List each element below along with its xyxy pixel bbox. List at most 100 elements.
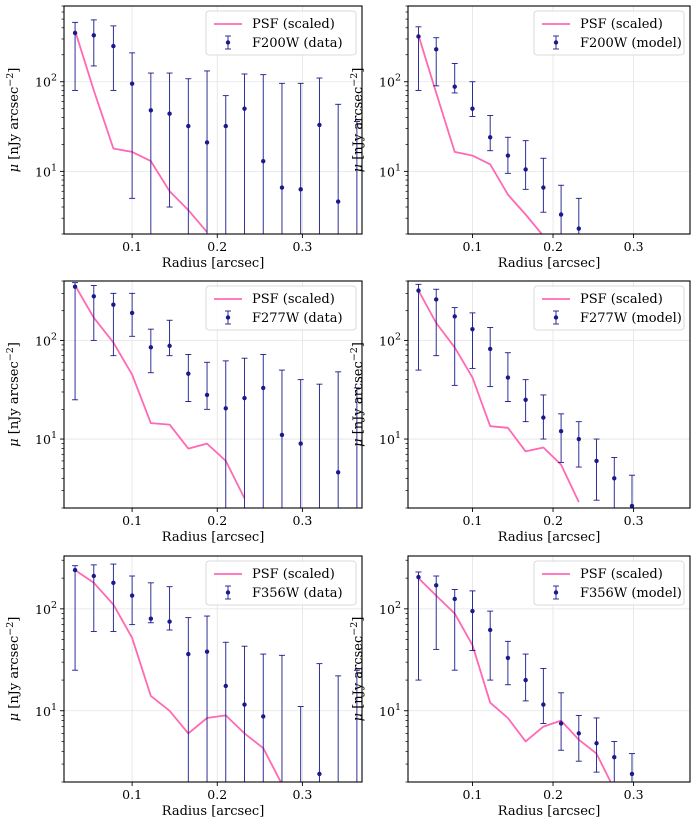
data-point bbox=[612, 755, 617, 760]
x-tick-label: 0.1 bbox=[122, 513, 142, 528]
data-point bbox=[629, 503, 635, 508]
legend-data-label: F200W (data) bbox=[252, 36, 343, 51]
legend-box bbox=[533, 285, 685, 331]
data-point bbox=[148, 108, 154, 113]
x-tick-label: 0.2 bbox=[543, 787, 563, 802]
plot-area bbox=[72, 282, 360, 508]
chart-panel: 0.1 0.2 0.3 101 102 Radius [arcsec] μ [nJy arc… bbox=[349, 5, 691, 271]
x-tick-label: 0.2 bbox=[207, 787, 227, 802]
data-point bbox=[298, 187, 303, 192]
data-point bbox=[505, 655, 511, 661]
x-axis-label: Radius [arcsec] bbox=[162, 804, 265, 819]
data-point bbox=[72, 567, 78, 573]
x-tick-label: 0.3 bbox=[292, 513, 312, 528]
legend-data-label: F200W (model) bbox=[580, 36, 682, 51]
y-tick-label: 102 bbox=[379, 331, 401, 348]
chart-panel: 0.1 0.2 0.3 101 102 Radius [arcsec] μ [nJy arc… bbox=[349, 555, 691, 819]
x-tick-label: 0.3 bbox=[292, 787, 312, 802]
x-axis-label: Radius [arcsec] bbox=[498, 256, 601, 271]
x-tick-label: 0.2 bbox=[543, 239, 563, 254]
x-axis-label: Radius [arcsec] bbox=[162, 530, 265, 545]
y-tick-label: 101 bbox=[35, 162, 57, 179]
data-point bbox=[416, 574, 421, 580]
data-point bbox=[629, 771, 635, 777]
data-point bbox=[111, 580, 116, 586]
legend-data-label: F277W (data) bbox=[252, 311, 343, 326]
x-tick-label: 0.3 bbox=[624, 787, 644, 802]
data-point bbox=[523, 167, 528, 172]
data-point bbox=[505, 153, 511, 158]
axes-frame bbox=[63, 5, 363, 235]
data-point bbox=[91, 294, 97, 299]
legend-psf-label: PSF (scaled) bbox=[252, 17, 335, 32]
x-tick-label: 0.1 bbox=[122, 239, 142, 254]
data-point bbox=[167, 619, 172, 624]
data-point bbox=[434, 47, 439, 52]
y-axis-label: μ [nJy arcsec−2] bbox=[349, 342, 366, 447]
psf-line bbox=[417, 290, 580, 503]
data-point bbox=[434, 583, 439, 588]
data-point bbox=[487, 135, 493, 140]
data-point bbox=[186, 371, 191, 376]
data-point bbox=[186, 651, 191, 657]
legend-data-marker bbox=[553, 315, 559, 320]
legend: PSF (scaled) F277W (data) bbox=[205, 285, 357, 331]
data-point bbox=[204, 392, 210, 398]
data-point bbox=[558, 721, 564, 726]
data-point bbox=[91, 573, 97, 579]
y-tick-label: 101 bbox=[35, 430, 57, 447]
axes-frame bbox=[63, 555, 363, 783]
data-point bbox=[111, 43, 116, 49]
data-point bbox=[129, 310, 135, 316]
chart-panel: 0.1 0.2 0.3 101 102 Radius [arcsec] μ [nJy arc… bbox=[349, 280, 691, 545]
data-point bbox=[416, 288, 421, 293]
data-point bbox=[72, 284, 78, 289]
legend-data-label: F356W (model) bbox=[580, 586, 682, 601]
legend-data-marker bbox=[225, 40, 231, 45]
x-tick-label: 0.2 bbox=[207, 239, 227, 254]
psf-line bbox=[74, 30, 208, 233]
data-point bbox=[523, 677, 528, 683]
x-tick-label: 0.2 bbox=[207, 513, 227, 528]
data-point bbox=[111, 302, 116, 307]
legend: PSF (scaled) F200W (data) bbox=[205, 10, 357, 56]
legend: PSF (scaled) F277W (model) bbox=[533, 285, 685, 331]
plot-area bbox=[72, 563, 360, 782]
data-point bbox=[279, 185, 285, 190]
legend: PSF (scaled) F200W (model) bbox=[533, 10, 685, 56]
data-point bbox=[541, 185, 546, 190]
data-point bbox=[317, 122, 322, 128]
psf-line bbox=[74, 285, 246, 499]
data-point bbox=[487, 627, 493, 633]
x-tick-label: 0.1 bbox=[463, 513, 483, 528]
psf-line bbox=[417, 577, 612, 782]
legend-data-label: F277W (model) bbox=[580, 311, 682, 326]
data-point bbox=[452, 84, 457, 89]
data-point bbox=[242, 702, 247, 707]
legend-psf-label: PSF (scaled) bbox=[252, 567, 335, 582]
data-point bbox=[167, 343, 172, 349]
data-point bbox=[317, 771, 322, 777]
data-point bbox=[541, 415, 546, 420]
legend-data-marker bbox=[553, 40, 559, 45]
data-point bbox=[541, 702, 546, 707]
axes-frame bbox=[407, 555, 691, 783]
legend-box bbox=[533, 10, 685, 56]
y-axis-label: μ [nJy arcsec−2] bbox=[349, 68, 366, 173]
data-point bbox=[223, 123, 228, 129]
y-tick-label: 102 bbox=[379, 73, 401, 90]
y-axis-label: μ [nJy arcsec−2] bbox=[5, 617, 22, 722]
legend: PSF (scaled) F356W (model) bbox=[533, 560, 685, 606]
data-point bbox=[242, 106, 247, 111]
plot-area bbox=[72, 19, 360, 234]
y-tick-label: 102 bbox=[35, 600, 57, 617]
data-point bbox=[129, 81, 135, 86]
y-axis-label: μ [nJy arcsec−2] bbox=[5, 342, 22, 447]
data-point bbox=[261, 385, 266, 391]
legend-box bbox=[205, 560, 357, 606]
data-point bbox=[416, 34, 421, 39]
legend-psf-label: PSF (scaled) bbox=[580, 567, 663, 582]
data-point bbox=[470, 326, 475, 332]
legend-data-marker bbox=[553, 590, 559, 595]
data-point bbox=[594, 458, 599, 464]
